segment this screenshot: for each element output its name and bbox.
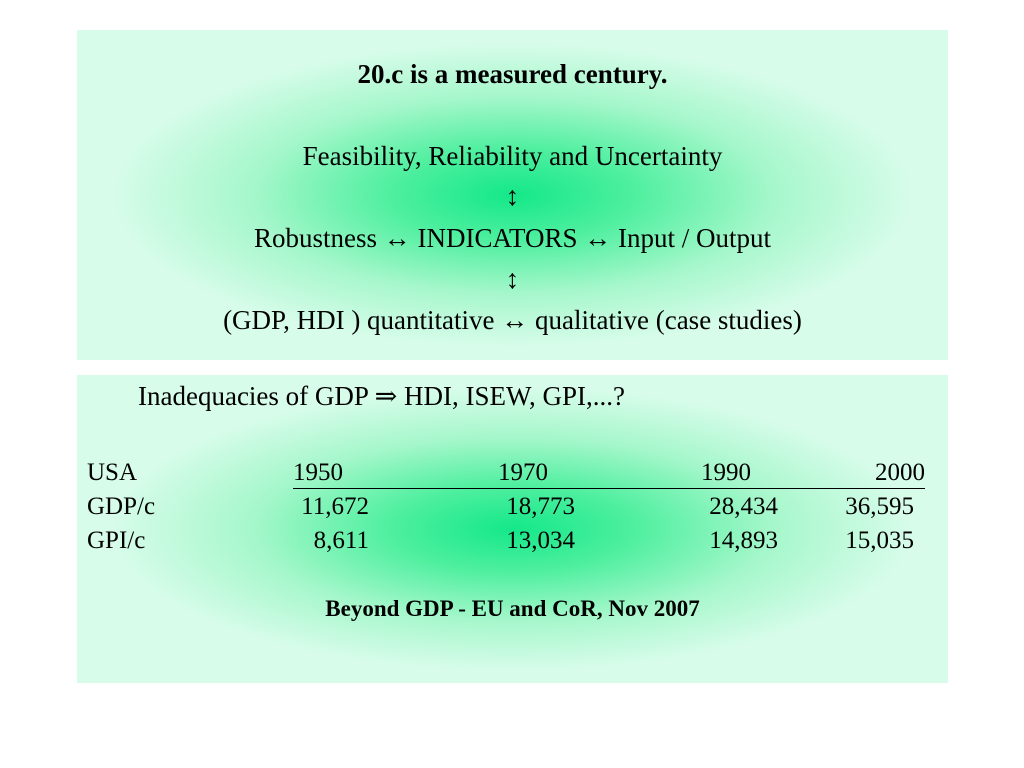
inadequacies-heading: Inadequacies of GDP ⇒ HDI, ISEW, GPI,...… [138, 381, 626, 411]
top-panel: 20.c is a measured century. Feasibility,… [77, 30, 948, 360]
year-1950: 1950 [293, 459, 343, 486]
gpi-2000: 15,035 [845, 527, 914, 554]
vertical-arrow-icon-2: ↕ [505, 264, 520, 294]
indicators-line: Robustness ↔ INDICATORS ↔ Input / Output [253, 223, 772, 253]
gdp-2000: 36,595 [845, 493, 914, 520]
vertical-arrow-icon: ↕ [505, 181, 520, 211]
gpi-1950: 8,611 [313, 527, 369, 554]
quantitative-qualitative-line: (GDP, HDI ) quantitative ↔ qualitative (… [223, 305, 802, 335]
slide-title: 20.c is a measured century. [357, 59, 668, 89]
year-2000: 2000 [875, 459, 925, 486]
table-header-usa: USA [87, 459, 138, 486]
source-citation: Beyond GDP - EU and CoR, Nov 2007 [325, 596, 700, 621]
year-1970: 1970 [498, 459, 548, 486]
gdp-1990: 28,434 [709, 493, 778, 520]
row-label-gdp: GDP/c [87, 493, 156, 520]
row-label-gpi: GPI/c [87, 527, 146, 554]
gpi-1990: 14,893 [709, 527, 778, 554]
bottom-panel: Inadequacies of GDP ⇒ HDI, ISEW, GPI,...… [77, 375, 948, 683]
gdp-1950: 11,672 [301, 493, 369, 520]
gpi-1970: 13,034 [506, 527, 575, 554]
feasibility-line: Feasibility, Reliability and Uncertainty [302, 141, 723, 171]
gdp-1970: 18,773 [506, 493, 575, 520]
header-underline [293, 488, 925, 489]
year-1990: 1990 [701, 459, 751, 486]
